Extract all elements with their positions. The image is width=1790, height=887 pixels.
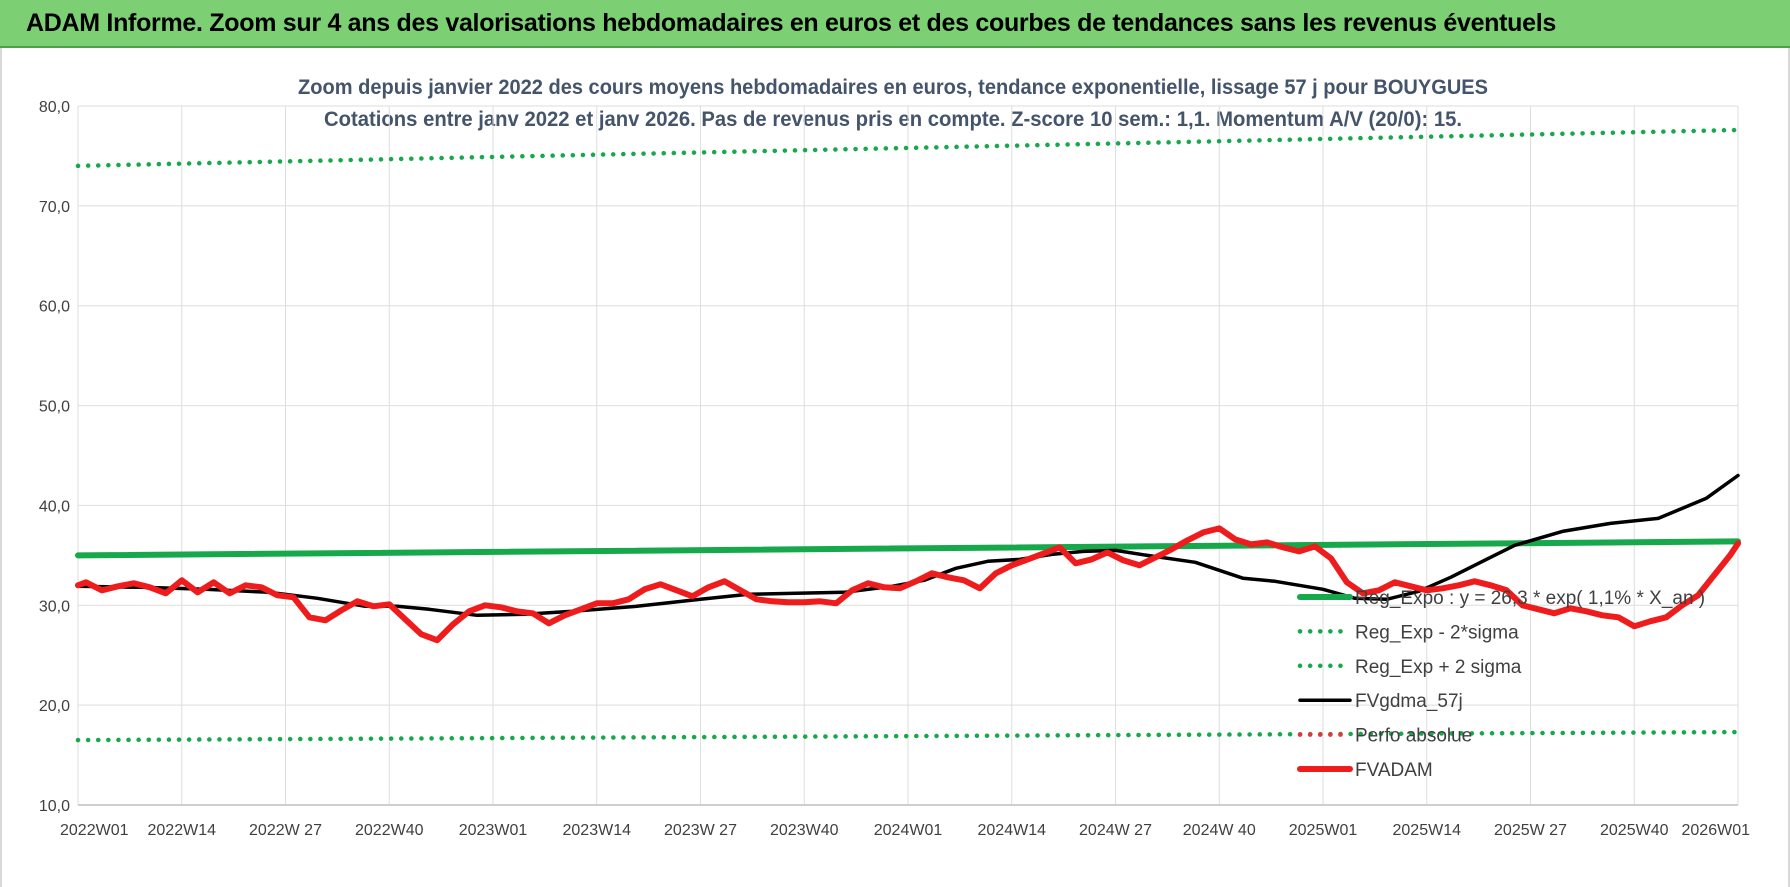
x-tick-label: 2022W01 (60, 822, 129, 839)
y-tick-label: 30,0 (39, 598, 70, 615)
y-axis-ticks: 10,0 20,0 30,0 40,0 50,0 60,0 70,0 80,0 (39, 99, 70, 815)
report-title: ADAM Informe. Zoom sur 4 ans des valoris… (26, 9, 1556, 37)
x-tick-label: 2025W14 (1393, 822, 1462, 839)
legend-label-1: Reg_Exp - 2*sigma (1355, 622, 1519, 643)
report-banner: ADAM Informe. Zoom sur 4 ans des valoris… (0, 0, 1790, 48)
x-tick-label: 2023W01 (459, 822, 528, 839)
x-tick-label: 2022W14 (148, 822, 217, 839)
y-tick-label: 20,0 (39, 698, 70, 715)
x-gridlines (77, 106, 1739, 805)
x-tick-label: 2024W01 (874, 822, 943, 839)
chart-title: Zoom depuis janvier 2022 des cours moyen… (298, 76, 1488, 99)
y-tick-label: 80,0 (39, 99, 70, 116)
x-tick-label: 2024W14 (978, 822, 1047, 839)
series-line-0 (75, 538, 1741, 559)
x-axis-ticks: 2022W01 2022W14 2022W 27 2022W40 2023W01 2023… (60, 822, 1750, 839)
chart-frame (0, 48, 1790, 887)
legend-label-2: Reg_Exp + 2 sigma (1355, 657, 1522, 678)
legend-label-5: FVADAM (1355, 760, 1433, 781)
x-tick-label: 2025W01 (1289, 822, 1358, 839)
y-tick-label: 50,0 (39, 399, 70, 416)
y-tick-label: 60,0 (39, 299, 70, 316)
y-tick-label: 70,0 (39, 199, 70, 216)
legend-label-4: Perfo absolue (1355, 726, 1472, 747)
x-tick-label: 2024W 27 (1079, 822, 1152, 839)
x-tick-label: 2026W01 (1682, 822, 1751, 839)
x-tick-label: 2022W40 (355, 822, 424, 839)
series-layer (75, 127, 1741, 743)
x-tick-label: 2025W40 (1600, 822, 1669, 839)
legend-label-0: Reg_Expo : y = 26,3 * exp( 1,1% * X_an ) (1355, 588, 1705, 609)
series-line-2 (75, 127, 1741, 169)
legend-label-3: FVgdma_57j (1355, 691, 1463, 712)
x-tick-label: 2025W 27 (1494, 822, 1567, 839)
x-tick-label: 2023W 27 (664, 822, 737, 839)
series-line-3 (76, 473, 1740, 618)
x-tick-label: 2023W14 (563, 822, 632, 839)
x-tick-label: 2024W 40 (1183, 822, 1256, 839)
series-line-5 (75, 525, 1741, 644)
line-chart: Zoom depuis janvier 2022 des cours moyen… (39, 76, 1750, 839)
x-tick-label: 2022W 27 (249, 822, 322, 839)
x-tick-label: 2023W40 (770, 822, 839, 839)
y-tick-label: 10,0 (39, 798, 70, 815)
chart-subtitle: Cotations entre janv 2022 et janv 2026. … (324, 108, 1462, 131)
y-tick-label: 40,0 (39, 498, 70, 515)
series-line-1 (75, 729, 1741, 743)
legend: Reg_Expo : y = 26,3 * exp( 1,1% * X_an )… (1297, 588, 1705, 781)
